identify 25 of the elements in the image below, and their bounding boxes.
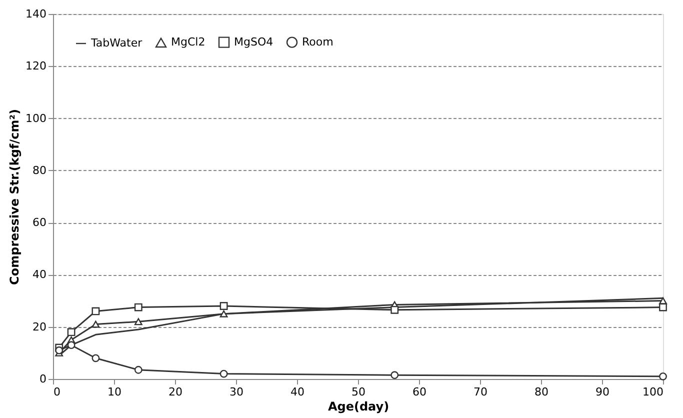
x-tick-label: 10 [108, 386, 122, 398]
y-tick-label: 80 [32, 164, 46, 177]
x-tick-label: 20 [168, 386, 182, 398]
x-tick-label: 30 [230, 386, 244, 398]
legend-label: Room [302, 35, 334, 48]
y-tick-label: 60 [32, 216, 46, 230]
y-tick-label: 140 [26, 8, 46, 20]
x-tick-label: 60 [412, 386, 426, 398]
y-tick-label: 20 [32, 320, 46, 334]
x-tick-label: 0 [54, 386, 60, 398]
x-tick-label: 50 [352, 386, 366, 398]
legend-label: TabWater [90, 36, 143, 50]
y-axis-title: Compressive Str.(kgf/cm²) [8, 109, 22, 285]
y-tick-label: 100 [26, 112, 46, 125]
x-axis-title: Age(day) [328, 400, 390, 414]
legend-label: MgCl2 [171, 36, 206, 49]
y-tick-label: 40 [32, 268, 46, 282]
x-tick-label: 100 [642, 386, 664, 398]
y-tick-label: 0 [40, 372, 46, 386]
x-tick-label: 80 [534, 386, 548, 398]
x-tick-label: 40 [290, 386, 304, 398]
y-tick-label: 120 [26, 60, 46, 73]
x-tick-label: 70 [474, 386, 488, 398]
x-tick-label: 90 [596, 386, 610, 398]
legend-label: MgSO4 [234, 35, 274, 48]
